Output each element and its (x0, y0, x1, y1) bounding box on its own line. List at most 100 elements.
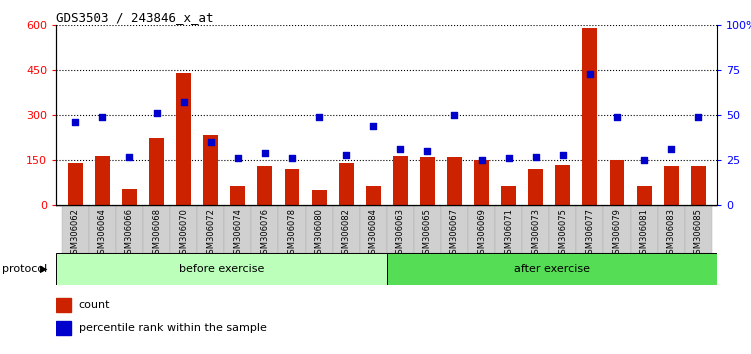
Text: GSM306064: GSM306064 (98, 208, 107, 258)
Text: GSM306066: GSM306066 (125, 208, 134, 259)
Bar (306, 205, 333, 253)
Point (340, 152, 352, 158)
Bar (414, 205, 441, 253)
Point (556, 152, 569, 158)
Text: GSM306085: GSM306085 (694, 208, 703, 258)
Bar (258, 166, 273, 205)
Text: GSM306071: GSM306071 (504, 208, 513, 258)
Bar (576, 205, 604, 253)
Bar (176, 73, 191, 205)
Bar (56, 321, 71, 335)
Point (448, 112, 460, 118)
Bar (522, 205, 549, 253)
Text: GSM306078: GSM306078 (288, 208, 297, 259)
Text: GSM306065: GSM306065 (423, 208, 432, 258)
Bar (116, 205, 143, 253)
Text: GSM306073: GSM306073 (531, 208, 540, 259)
Bar (312, 190, 327, 205)
Bar (149, 138, 164, 205)
Bar (549, 205, 576, 253)
Text: GSM306075: GSM306075 (558, 208, 567, 258)
Point (421, 148, 433, 154)
Text: GSM306079: GSM306079 (613, 208, 622, 258)
Point (178, 99, 190, 105)
Text: GSM306063: GSM306063 (396, 208, 405, 259)
Bar (474, 160, 489, 205)
Bar (231, 186, 246, 205)
Bar (664, 166, 679, 205)
Text: GSM306081: GSM306081 (640, 208, 649, 258)
Text: GSM306080: GSM306080 (315, 208, 324, 258)
Bar (604, 205, 631, 253)
Bar (89, 205, 116, 253)
Bar (95, 156, 110, 205)
Text: count: count (79, 300, 110, 310)
Point (150, 110, 162, 116)
Text: GSM306072: GSM306072 (207, 208, 216, 258)
Point (638, 157, 650, 163)
Text: after exercise: after exercise (514, 264, 590, 274)
Bar (387, 205, 414, 253)
Bar (68, 163, 83, 205)
Point (123, 154, 135, 159)
Bar (170, 205, 198, 253)
Bar (441, 205, 468, 253)
Text: GSM306084: GSM306084 (369, 208, 378, 258)
Point (611, 114, 623, 120)
Bar (447, 157, 462, 205)
Bar (360, 205, 387, 253)
Text: GSM306070: GSM306070 (179, 208, 189, 258)
Point (394, 147, 406, 152)
Bar (658, 205, 685, 253)
Bar (252, 205, 279, 253)
Bar (333, 205, 360, 253)
Point (69, 119, 81, 125)
Text: GSM306062: GSM306062 (71, 208, 80, 258)
Point (96, 114, 108, 120)
Text: percentile rank within the sample: percentile rank within the sample (79, 323, 267, 333)
Text: GSM306077: GSM306077 (585, 208, 594, 259)
Bar (631, 205, 658, 253)
Bar (339, 163, 354, 205)
Point (205, 139, 217, 145)
Point (529, 154, 541, 159)
Point (692, 114, 704, 120)
Bar (556, 165, 570, 205)
Bar (143, 205, 170, 253)
Bar (528, 169, 543, 205)
Point (286, 155, 298, 161)
Point (665, 147, 677, 152)
Bar (495, 205, 522, 253)
Point (259, 150, 271, 156)
Text: GSM306069: GSM306069 (477, 208, 486, 258)
Bar (583, 28, 597, 205)
Text: GSM306074: GSM306074 (234, 208, 243, 258)
Bar (691, 166, 706, 205)
Bar (387, 253, 717, 285)
Bar (468, 205, 495, 253)
Bar (393, 156, 408, 205)
Point (313, 114, 325, 120)
Bar (225, 205, 252, 253)
Bar (637, 186, 652, 205)
Point (502, 155, 514, 161)
Bar (56, 253, 387, 285)
Text: GSM306068: GSM306068 (152, 208, 161, 259)
Text: before exercise: before exercise (179, 264, 264, 274)
Bar (685, 205, 712, 253)
Bar (62, 205, 89, 253)
Point (584, 71, 596, 76)
Point (475, 157, 487, 163)
Text: GSM306067: GSM306067 (450, 208, 459, 259)
Bar (122, 189, 137, 205)
Bar (420, 157, 435, 205)
Text: GDS3503 / 243846_x_at: GDS3503 / 243846_x_at (56, 11, 214, 24)
Text: ▶: ▶ (40, 264, 47, 274)
Bar (56, 298, 71, 312)
Bar (285, 169, 300, 205)
Bar (198, 205, 225, 253)
Bar (279, 205, 306, 253)
Text: GSM306076: GSM306076 (261, 208, 270, 259)
Point (232, 155, 244, 161)
Text: GSM306082: GSM306082 (342, 208, 351, 258)
